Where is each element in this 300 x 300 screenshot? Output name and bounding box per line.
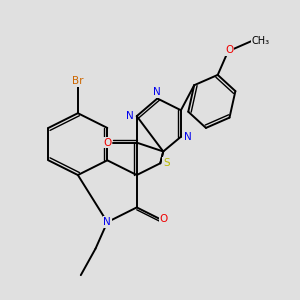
- Text: N: N: [103, 217, 111, 227]
- Text: O: O: [160, 214, 168, 224]
- Text: N: N: [154, 87, 161, 97]
- Text: O: O: [225, 45, 234, 55]
- Text: O: O: [103, 138, 111, 148]
- Text: N: N: [126, 111, 134, 121]
- Text: CH₃: CH₃: [251, 36, 269, 46]
- Text: N: N: [184, 132, 191, 142]
- Text: Br: Br: [72, 76, 84, 86]
- Text: S: S: [163, 158, 169, 168]
